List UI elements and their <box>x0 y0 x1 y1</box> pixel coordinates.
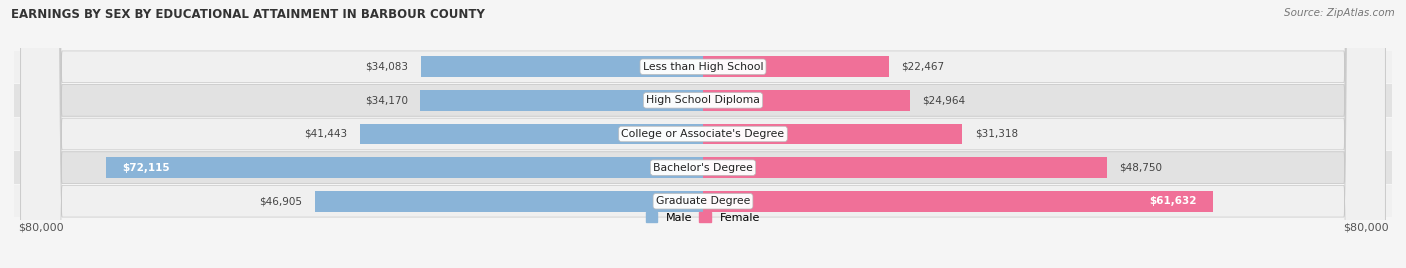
Text: $31,318: $31,318 <box>974 129 1018 139</box>
Bar <box>14 51 1392 83</box>
Text: $46,905: $46,905 <box>259 196 302 206</box>
Bar <box>703 90 910 111</box>
Bar <box>703 124 962 144</box>
Text: $34,170: $34,170 <box>364 95 408 105</box>
Text: Source: ZipAtlas.com: Source: ZipAtlas.com <box>1284 8 1395 18</box>
Text: $22,467: $22,467 <box>901 62 945 72</box>
FancyBboxPatch shape <box>21 0 1385 268</box>
Text: High School Diploma: High School Diploma <box>647 95 759 105</box>
Text: Less than High School: Less than High School <box>643 62 763 72</box>
FancyBboxPatch shape <box>21 0 1385 268</box>
FancyBboxPatch shape <box>21 0 1385 268</box>
Bar <box>703 191 1213 212</box>
FancyBboxPatch shape <box>21 0 1385 268</box>
Text: $48,750: $48,750 <box>1119 163 1163 173</box>
Text: Bachelor's Degree: Bachelor's Degree <box>652 163 754 173</box>
Text: College or Associate's Degree: College or Associate's Degree <box>621 129 785 139</box>
Bar <box>14 151 1392 184</box>
Bar <box>14 84 1392 117</box>
FancyBboxPatch shape <box>21 0 1385 268</box>
Text: Graduate Degree: Graduate Degree <box>655 196 751 206</box>
Legend: Male, Female: Male, Female <box>647 212 759 223</box>
Text: $24,964: $24,964 <box>922 95 966 105</box>
Bar <box>420 90 703 111</box>
Bar <box>105 157 703 178</box>
Text: $61,632: $61,632 <box>1149 196 1197 206</box>
Bar <box>703 56 889 77</box>
Bar <box>420 56 703 77</box>
Bar <box>14 185 1392 217</box>
Text: $34,083: $34,083 <box>366 62 408 72</box>
Text: $41,443: $41,443 <box>304 129 347 139</box>
Text: EARNINGS BY SEX BY EDUCATIONAL ATTAINMENT IN BARBOUR COUNTY: EARNINGS BY SEX BY EDUCATIONAL ATTAINMEN… <box>11 8 485 21</box>
Bar <box>360 124 703 144</box>
Bar <box>703 157 1107 178</box>
Text: $72,115: $72,115 <box>122 163 170 173</box>
Bar <box>315 191 703 212</box>
Bar <box>14 118 1392 150</box>
